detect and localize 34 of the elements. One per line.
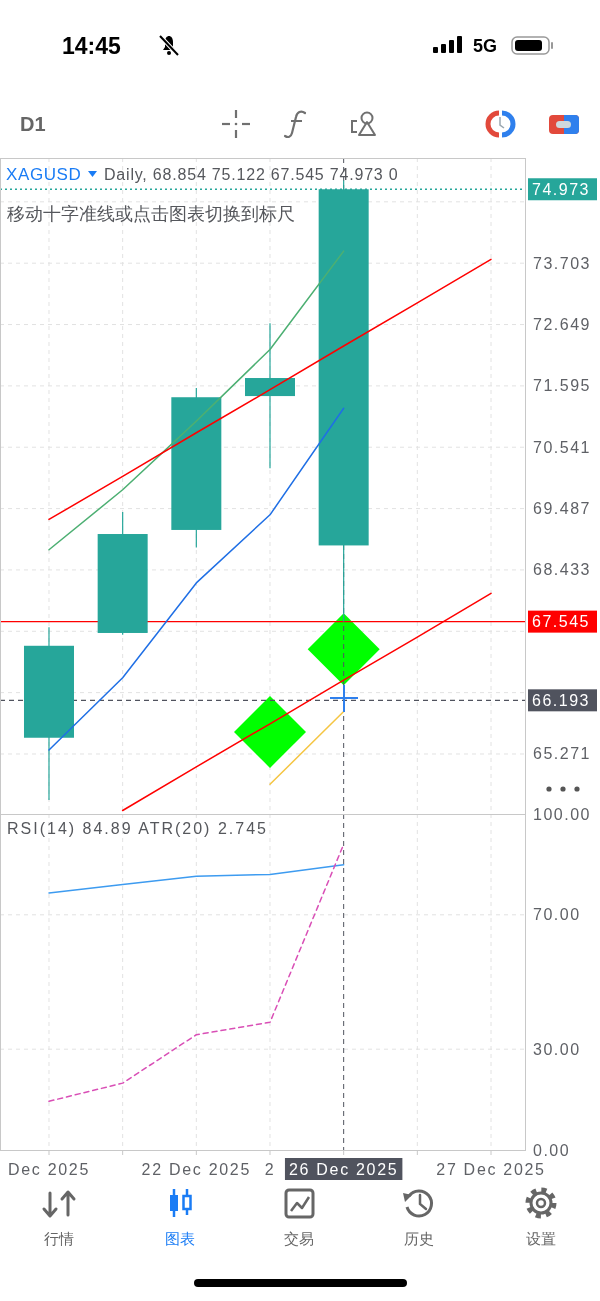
y-tick-label: 0.00: [533, 1141, 571, 1159]
crosshair-x-label: 26 Dec 2025: [284, 1158, 403, 1180]
subtitle: 移动十字准线或点击图表切换到标尺: [7, 204, 295, 224]
y-tick-label: 100.00: [533, 805, 591, 823]
y-tick-label: 70.541: [533, 438, 591, 456]
ref-label: 74.973: [528, 178, 597, 201]
y-tick-label: 68.433: [533, 561, 591, 579]
annotation: D1: [20, 113, 46, 135]
y-tick-label: 30.00: [533, 1040, 581, 1058]
annotation: 行情: [44, 1229, 74, 1247]
y-tick-label: 72.649: [533, 316, 591, 334]
annotation: 14:45: [62, 33, 121, 59]
title: XAGUSD: [6, 164, 82, 184]
annotation: 图表: [165, 1229, 195, 1247]
x-tick-label: Dec 2025: [7, 1160, 91, 1178]
ref-line-label: 74.973: [532, 180, 590, 198]
y-tick-label: 69.487: [533, 500, 591, 518]
annotation: 交易: [284, 1229, 314, 1247]
x-tick-label: 2: [264, 1160, 276, 1178]
ref-label: 67.545: [528, 610, 597, 633]
annotation: 历史: [404, 1229, 434, 1247]
annotation: 设置: [526, 1229, 556, 1247]
x-tick-label: 27 Dec 2025: [436, 1160, 546, 1178]
y-tick-label: 65.271: [533, 745, 591, 763]
ref-line-label: 66.193: [532, 691, 590, 709]
annotation: Daily, 68.854 75.122 67.545 74.973 0: [104, 165, 399, 183]
y-tick-label: 71.595: [533, 377, 591, 395]
ref-label: 66.193: [528, 689, 597, 712]
annotation: 5G: [473, 36, 497, 56]
title: RSI(14) 84.89 ATR(20) 2.745: [7, 819, 268, 837]
y-tick-label: 70.00: [533, 906, 581, 924]
y-tick-label: 73.703: [533, 254, 591, 272]
ref-line-label: 67.545: [532, 613, 590, 631]
x-tick-label: 22 Dec 2025: [141, 1160, 252, 1178]
